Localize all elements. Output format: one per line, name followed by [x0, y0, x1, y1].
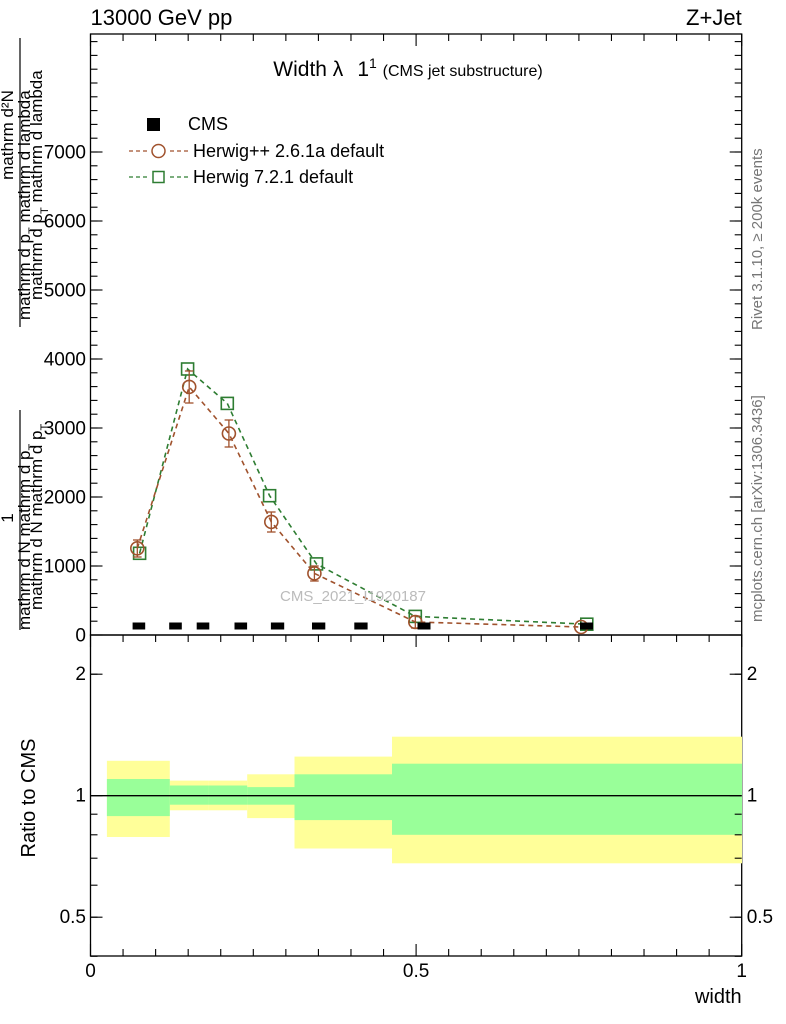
svg-text:0.5: 0.5: [60, 907, 86, 928]
svg-text:Ratio to CMS: Ratio to CMS: [18, 739, 40, 858]
svg-text:7000: 7000: [44, 143, 86, 164]
svg-text:6000: 6000: [44, 212, 86, 233]
svg-text:CMS: CMS: [188, 114, 228, 134]
svg-text:2: 2: [75, 664, 86, 685]
svg-text:13000 GeV pp: 13000 GeV pp: [91, 5, 233, 30]
svg-text:1: 1: [736, 961, 747, 982]
svg-text:5000: 5000: [44, 281, 86, 302]
svg-text:1: 1: [75, 786, 86, 807]
svg-text:0.5: 0.5: [403, 961, 429, 982]
svg-text:0.5: 0.5: [747, 907, 773, 928]
svg-text:0: 0: [85, 961, 96, 982]
svg-text:CMS_2021_I1920187: CMS_2021_I1920187: [280, 588, 426, 605]
svg-text:1: 1: [747, 786, 758, 807]
svg-text:Rivet 3.1.10, ≥ 200k events: Rivet 3.1.10, ≥ 200k events: [749, 148, 766, 330]
svg-text:2: 2: [747, 664, 758, 685]
svg-text:mcplots.cern.ch [arXiv:1306.34: mcplots.cern.ch [arXiv:1306.3436]: [749, 395, 766, 622]
svg-text:1000: 1000: [44, 557, 86, 578]
svg-text:Z+Jet: Z+Jet: [686, 5, 742, 30]
svg-text:4000: 4000: [44, 350, 86, 371]
svg-text:0: 0: [75, 626, 86, 647]
svg-text:width: width: [694, 986, 742, 1008]
svg-text:2000: 2000: [44, 488, 86, 509]
svg-text:3000: 3000: [44, 419, 86, 440]
svg-text:Herwig 7.2.1 default: Herwig 7.2.1 default: [193, 167, 353, 187]
svg-text:Herwig++ 2.6.1a default: Herwig++ 2.6.1a default: [193, 141, 384, 161]
